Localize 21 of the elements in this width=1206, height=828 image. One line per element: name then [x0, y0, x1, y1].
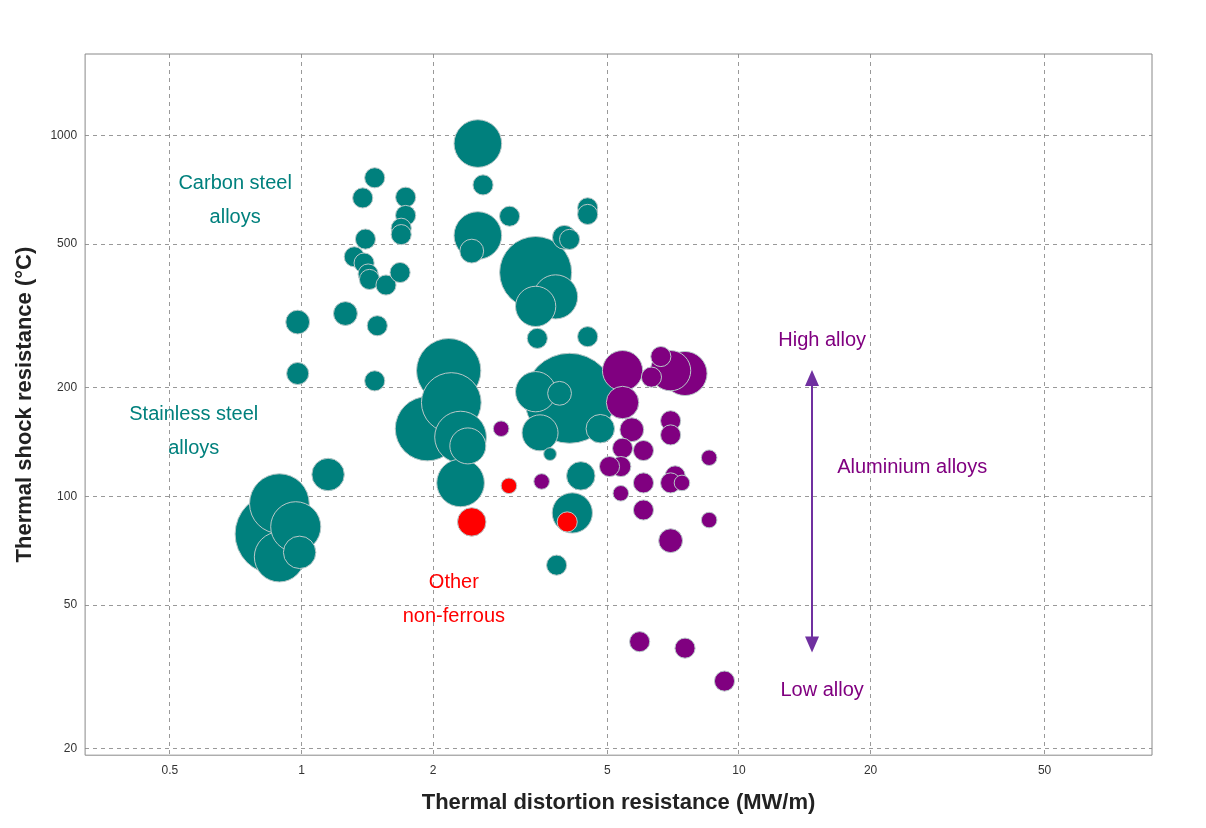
- y-axis-title: Thermal shock resistance (°C): [11, 246, 37, 563]
- x-tick-label: 0.5: [161, 762, 179, 777]
- annotation: High alloy: [778, 327, 867, 350]
- x-axis-title: Thermal distortion resistance (MW/m): [421, 788, 816, 814]
- y-tick-label: 20: [63, 741, 78, 756]
- x-tick-label: 50: [1037, 762, 1052, 777]
- x-tick-label: 5: [603, 762, 611, 777]
- text: Aluminium alloys: [837, 455, 988, 478]
- x-tick-label: 10: [732, 762, 746, 777]
- y-tick-label: 50: [63, 597, 78, 612]
- text: Carbon steel alloys: [178, 171, 292, 228]
- x-tick-label: 2: [429, 762, 437, 777]
- text: Other non-ferrous: [402, 569, 506, 626]
- x-tick-label: 1: [298, 762, 306, 777]
- annotation: Low alloy: [780, 678, 864, 701]
- y-tick-label: 500: [57, 236, 78, 251]
- y-tick-label: 100: [57, 488, 78, 503]
- x-tick-label: 20: [863, 762, 878, 777]
- y-tick-label: 200: [57, 380, 78, 395]
- series-label: Stainless steel alloys: [129, 402, 259, 459]
- y-tick-label: 1000: [50, 127, 78, 142]
